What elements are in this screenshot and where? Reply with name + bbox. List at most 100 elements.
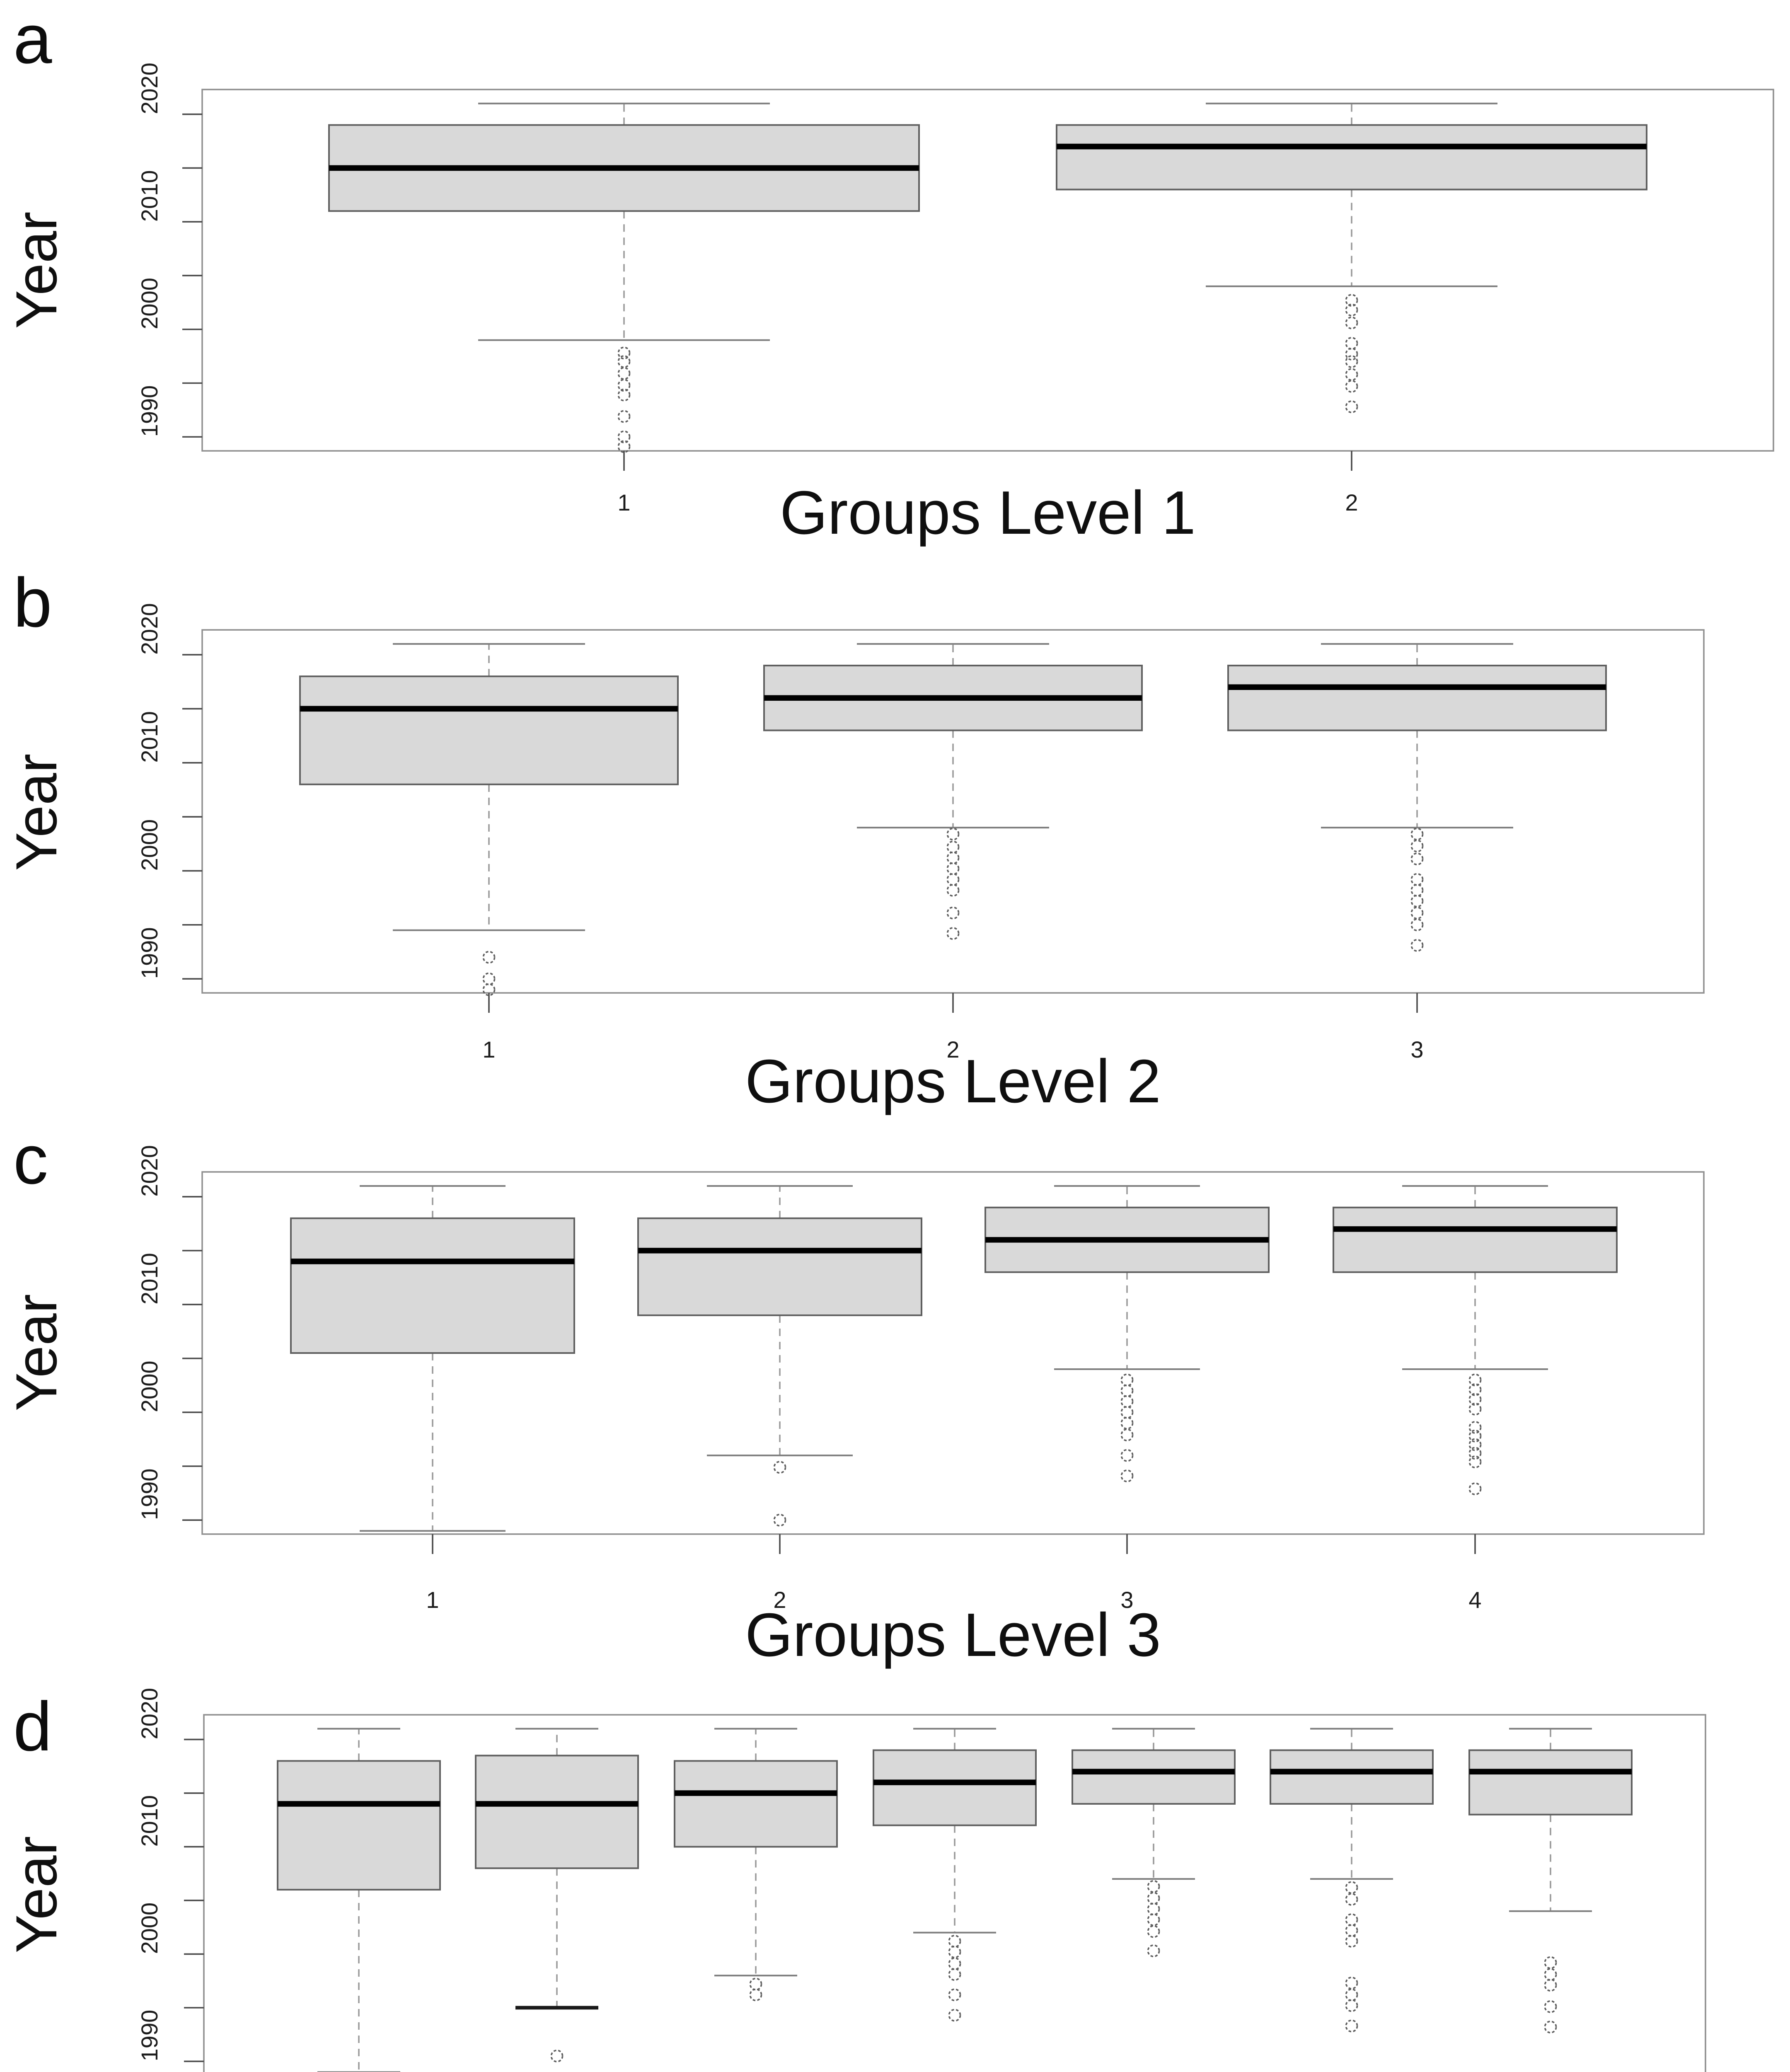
outlier-point [773,1461,786,1474]
outlier-point [946,828,960,841]
outlier-point [1120,1384,1134,1397]
outlier-point [1410,852,1424,866]
panel-letter-b: b [13,564,52,641]
x-axis-title-b: Groups Level 2 [745,1047,1161,1116]
outlier-point [749,1978,762,1991]
y-tick-label: 2000 [136,1903,162,1954]
y-axis-title-a: Year [4,212,69,329]
boxplot-group-1 [277,1728,441,2072]
outlier-point [948,1957,961,1970]
outlier-point [1120,1373,1134,1387]
outlier-point [946,840,960,854]
iqr-box [475,1755,639,1869]
y-tick-label: 2020 [136,1688,162,1740]
outlier-point [1147,1892,1160,1905]
outlier-point [1410,906,1424,920]
boxplot-group-6 [1270,1728,1434,2033]
iqr-box [674,1760,838,1848]
group-tick-label: 1 [482,1036,495,1063]
outlier-point [1345,355,1358,368]
outlier-point [1345,380,1358,393]
outlier-point [946,873,960,886]
group-tick-label: 2 [773,1587,786,1613]
outlier-point [1544,1979,1557,1992]
panel-letter-d: d [13,1687,52,1765]
outlier-point [1120,1469,1134,1482]
panel-a-chart: 1990 2000 2010 2020 1 2 a Year Groups Level 1 [4,0,1774,547]
outlier-point [1468,1373,1482,1387]
outlier-point [1345,348,1358,361]
plot-frame [201,89,1774,452]
group-tick-label: 2 [946,1036,959,1063]
outlier-point [617,355,631,368]
boxplot-group-1 [299,643,679,996]
outlier-point [1147,1925,1160,1938]
outlier-point [948,1934,961,1948]
y-tick-label: 2020 [136,1145,162,1197]
y-tick-label: 1990 [136,385,162,437]
outlier-point [1345,2019,1358,2033]
outlier-point [1468,1402,1482,1416]
y-tick-label: 2020 [136,63,162,114]
boxplot-group-1 [328,102,920,453]
outlier-point [1468,1438,1482,1451]
y-tick-label: 1990 [136,2010,162,2062]
iqr-box [299,675,679,785]
outlier-point [1147,1903,1160,1916]
outlier-point [1345,1988,1358,2002]
outlier-point [617,346,631,360]
outlier-point [1544,2021,1557,2033]
outlier-point [1410,840,1424,852]
outlier-point [1345,368,1358,381]
outlier-point [1345,1881,1358,1894]
y-tick-label: 1990 [136,1469,162,1520]
panel-c-chart: 1990 2000 2010 2020 1 2 3 4 c Year Groups Level… [4,1121,1705,1669]
boxplot-group-3 [984,1185,1270,1482]
y-axis-title-c: Year [4,1294,69,1411]
iqr-box [290,1217,575,1354]
outlier-point [1345,294,1358,307]
x-axis-title-c: Groups Level 3 [745,1601,1161,1669]
iqr-box [1468,1749,1633,1815]
outlier-point [1345,1976,1358,1990]
y-tick-label: 2010 [136,711,162,763]
panel-b: 1990 2000 2010 2020 1 2 3 b Year Groups Level … [0,560,1790,1121]
outlier-point [1544,1956,1557,1969]
outlier-point [482,951,496,964]
iqr-box [1072,1749,1236,1805]
outlier-point [1147,1880,1160,1893]
iqr-box [277,1760,441,1891]
plot-frame [203,1714,1706,2072]
outlier-point [948,1988,961,2002]
outlier-point [617,367,631,380]
y-tick-label: 2010 [136,170,162,222]
outlier-point [617,440,631,453]
outlier-point [1410,873,1424,886]
outlier-point [1345,337,1358,350]
outlier-point [617,430,631,443]
iqr-box [1056,124,1647,191]
outlier-point [1345,400,1358,413]
y-tick-label: 1990 [136,927,162,979]
group-tick-label: 2 [1345,489,1358,516]
outlier-point [1147,1913,1160,1926]
panel-a: 1990 2000 2010 2020 1 2 a Year Groups Level 1 [0,0,1790,560]
outlier-point [1468,1383,1482,1396]
x-axis-title-a: Groups Level 1 [780,479,1196,547]
outlier-point [1120,1449,1134,1462]
outlier-point [617,388,631,402]
iqr-box [1333,1206,1618,1273]
outlier-point [1410,918,1424,932]
iqr-box [873,1749,1037,1826]
panel-letter-a: a [13,0,52,78]
iqr-box [1227,665,1607,731]
outlier-point [1345,1934,1358,1948]
outlier-point [1120,1406,1134,1419]
outlier-point [946,927,960,940]
outlier-point [1468,1455,1482,1469]
outlier-point [1147,1944,1160,1958]
outlier-point [1468,1429,1482,1443]
outlier-point [1345,1999,1358,2012]
outlier-point [1410,939,1424,952]
